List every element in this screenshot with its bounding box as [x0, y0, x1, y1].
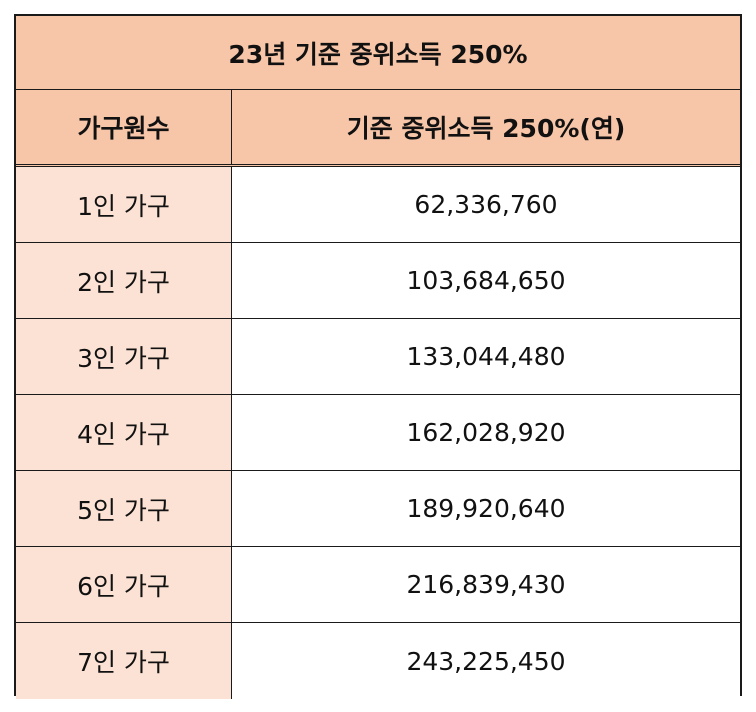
household-size-cell: 3인 가구 — [16, 319, 232, 394]
table-row: 5인 가구 189,920,640 — [16, 471, 740, 547]
table-row: 2인 가구 103,684,650 — [16, 243, 740, 319]
table-header-row: 가구원수 기준 중위소득 250%(연) — [16, 90, 740, 167]
household-size-cell: 7인 가구 — [16, 623, 232, 699]
income-value-cell: 162,028,920 — [232, 395, 740, 470]
header-household-size: 가구원수 — [16, 90, 232, 164]
table-row: 3인 가구 133,044,480 — [16, 319, 740, 395]
income-value-cell: 189,920,640 — [232, 471, 740, 546]
table-title: 23년 기준 중위소득 250% — [16, 16, 740, 90]
household-size-cell: 6인 가구 — [16, 547, 232, 622]
income-value-cell: 216,839,430 — [232, 547, 740, 622]
income-value-cell: 243,225,450 — [232, 623, 740, 699]
table-row: 1인 가구 62,336,760 — [16, 167, 740, 243]
table-row: 4인 가구 162,028,920 — [16, 395, 740, 471]
table-row: 6인 가구 216,839,430 — [16, 547, 740, 623]
income-value-cell: 62,336,760 — [232, 167, 740, 242]
income-value-cell: 133,044,480 — [232, 319, 740, 394]
table-row: 7인 가구 243,225,450 — [16, 623, 740, 699]
household-size-cell: 4인 가구 — [16, 395, 232, 470]
table-body: 1인 가구 62,336,760 2인 가구 103,684,650 3인 가구… — [16, 167, 740, 699]
header-median-income: 기준 중위소득 250%(연) — [346, 114, 626, 143]
income-value-cell: 103,684,650 — [232, 243, 740, 318]
income-table: 23년 기준 중위소득 250% 가구원수 기준 중위소득 250%(연) 1인… — [14, 14, 742, 699]
household-size-cell: 2인 가구 — [16, 243, 232, 318]
household-size-cell: 5인 가구 — [16, 471, 232, 546]
household-size-cell: 1인 가구 — [16, 167, 232, 242]
